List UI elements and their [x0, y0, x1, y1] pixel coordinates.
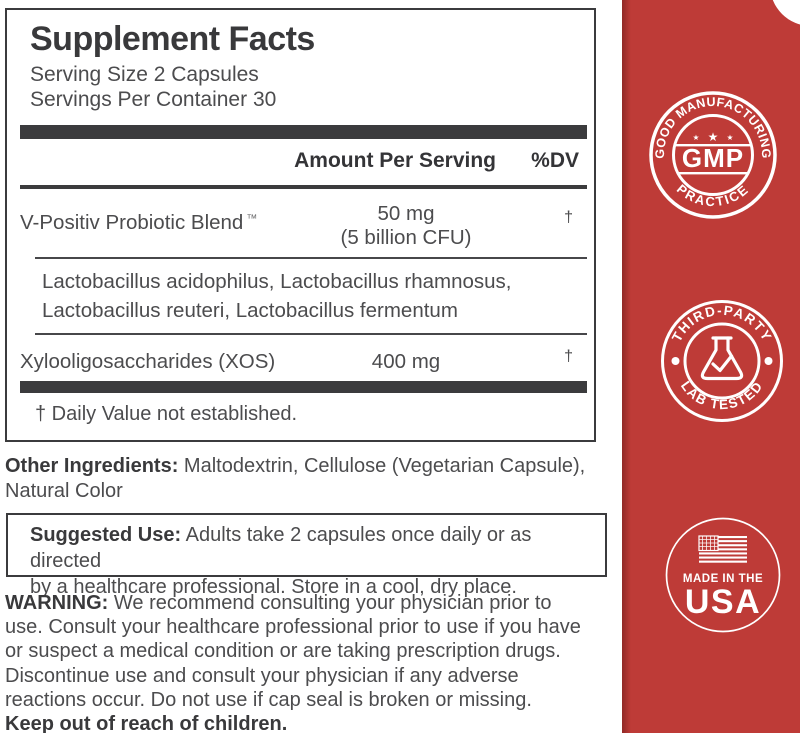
dv-header: %DV: [531, 149, 579, 172]
facts-title: Supplement Facts: [30, 20, 315, 58]
warning-label: WARNING:: [5, 592, 109, 614]
serving-size: Serving Size 2 Capsules: [30, 63, 259, 86]
made-in-usa-badge: MADE IN THE USA: [664, 516, 782, 634]
lab-tested-seal-icon: THIRD-PARTY LAB TESTED: [661, 300, 783, 422]
servings-per-container: Servings Per Container 30: [30, 88, 277, 111]
star-icon: ★: [708, 130, 719, 144]
ingredient-name: Xylooligosaccharides (XOS): [20, 350, 276, 373]
amount-value: 400 mg: [371, 350, 441, 373]
supplement-facts-panel: Supplement Facts Serving Size 2 Capsules…: [5, 8, 596, 442]
dv-dagger: †: [564, 348, 573, 365]
star-icon: ★: [693, 133, 700, 142]
other-ingredients: Other Ingredients: Maltodextrin, Cellulo…: [5, 455, 586, 502]
lab-tested-badge: THIRD-PARTY LAB TESTED: [659, 298, 785, 424]
sub-divider: [35, 257, 587, 259]
dot-icon: [671, 357, 680, 365]
svg-text:USA: USA: [685, 583, 761, 621]
thick-divider-top: [20, 125, 587, 139]
amount-per-serving-header: Amount Per Serving: [294, 149, 496, 172]
flask-icon: [700, 336, 744, 381]
table-row: V-Positiv Probiotic Blend ™ 50 mg (5 bill…: [20, 202, 587, 250]
red-sidebar: GOOD MANUFACTURING PRACTICE ★ ★ ★ GMP: [622, 0, 800, 733]
table-row: Xylooligosaccharides (XOS) 400 mg †: [20, 348, 587, 374]
gmp-seal-icon: GOOD MANUFACTURING PRACTICE ★ ★ ★ GMP: [649, 91, 777, 219]
svg-text:MADE IN THE: MADE IN THE: [683, 573, 763, 585]
checkmark-icon: [711, 354, 734, 373]
warning-text: WARNING: We recommend consulting your ph…: [5, 591, 590, 733]
trademark-symbol: ™: [246, 213, 259, 225]
sub-divider: [35, 333, 587, 335]
header-divider: [20, 185, 587, 189]
suggested-use-box: Suggested Use: Adults take 2 capsules on…: [6, 513, 607, 598]
svg-text:GMP: GMP: [682, 143, 744, 173]
other-ingredients-label: Other Ingredients:: [5, 455, 179, 477]
dv-dagger: †: [564, 209, 573, 226]
amount-value: 50 mg (5 billion CFU): [340, 202, 472, 249]
suggested-use-label: Suggested Use:: [30, 524, 182, 546]
usa-flag-icon: [698, 535, 747, 563]
dv-footnote: † Daily Value not established.: [35, 403, 298, 425]
sub-ingredients: Lactobacillus acidophilus, Lactobacillus…: [42, 270, 512, 322]
thick-divider-bottom: [20, 381, 587, 393]
ingredient-name: V-Positiv Probiotic Blend ™: [20, 211, 259, 234]
usa-seal-icon: MADE IN THE USA: [665, 517, 781, 633]
dot-icon: [764, 357, 773, 365]
star-icon: ★: [727, 133, 734, 142]
table-header-row: Amount Per Serving %DV: [20, 149, 587, 173]
corner-notch: [770, 0, 800, 26]
keep-out-of-reach: Keep out of reach of children.: [5, 713, 288, 733]
gmp-badge: GOOD MANUFACTURING PRACTICE ★ ★ ★ GMP: [648, 90, 778, 220]
